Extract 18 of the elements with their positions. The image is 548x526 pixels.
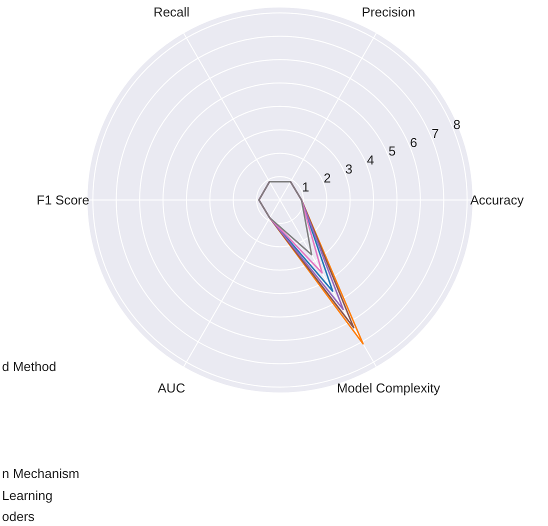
y-tick-label: 5 — [388, 144, 396, 159]
y-tick-label: 1 — [302, 180, 310, 195]
y-tick-label: 4 — [366, 152, 374, 168]
spoke-label: Precision — [362, 4, 416, 20]
spoke-label: Recall — [153, 4, 190, 20]
spoke-label: Accuracy — [470, 192, 524, 208]
y-tick-label: 8 — [453, 116, 461, 132]
text: n Mechanism — [2, 466, 80, 481]
spoke-label: Model Complexity — [336, 380, 441, 396]
text: Learning — [2, 488, 53, 503]
y-tick-label: 3 — [345, 162, 352, 177]
spoke-label: AUC — [158, 380, 186, 396]
y-tick-label: 6 — [410, 134, 418, 150]
text: d Method — [2, 359, 56, 374]
spoke-label: F1 Score — [36, 192, 90, 208]
y-tick-label: 2 — [324, 170, 331, 186]
text: oders — [2, 509, 35, 524]
y-tick-label: 7 — [432, 126, 439, 141]
